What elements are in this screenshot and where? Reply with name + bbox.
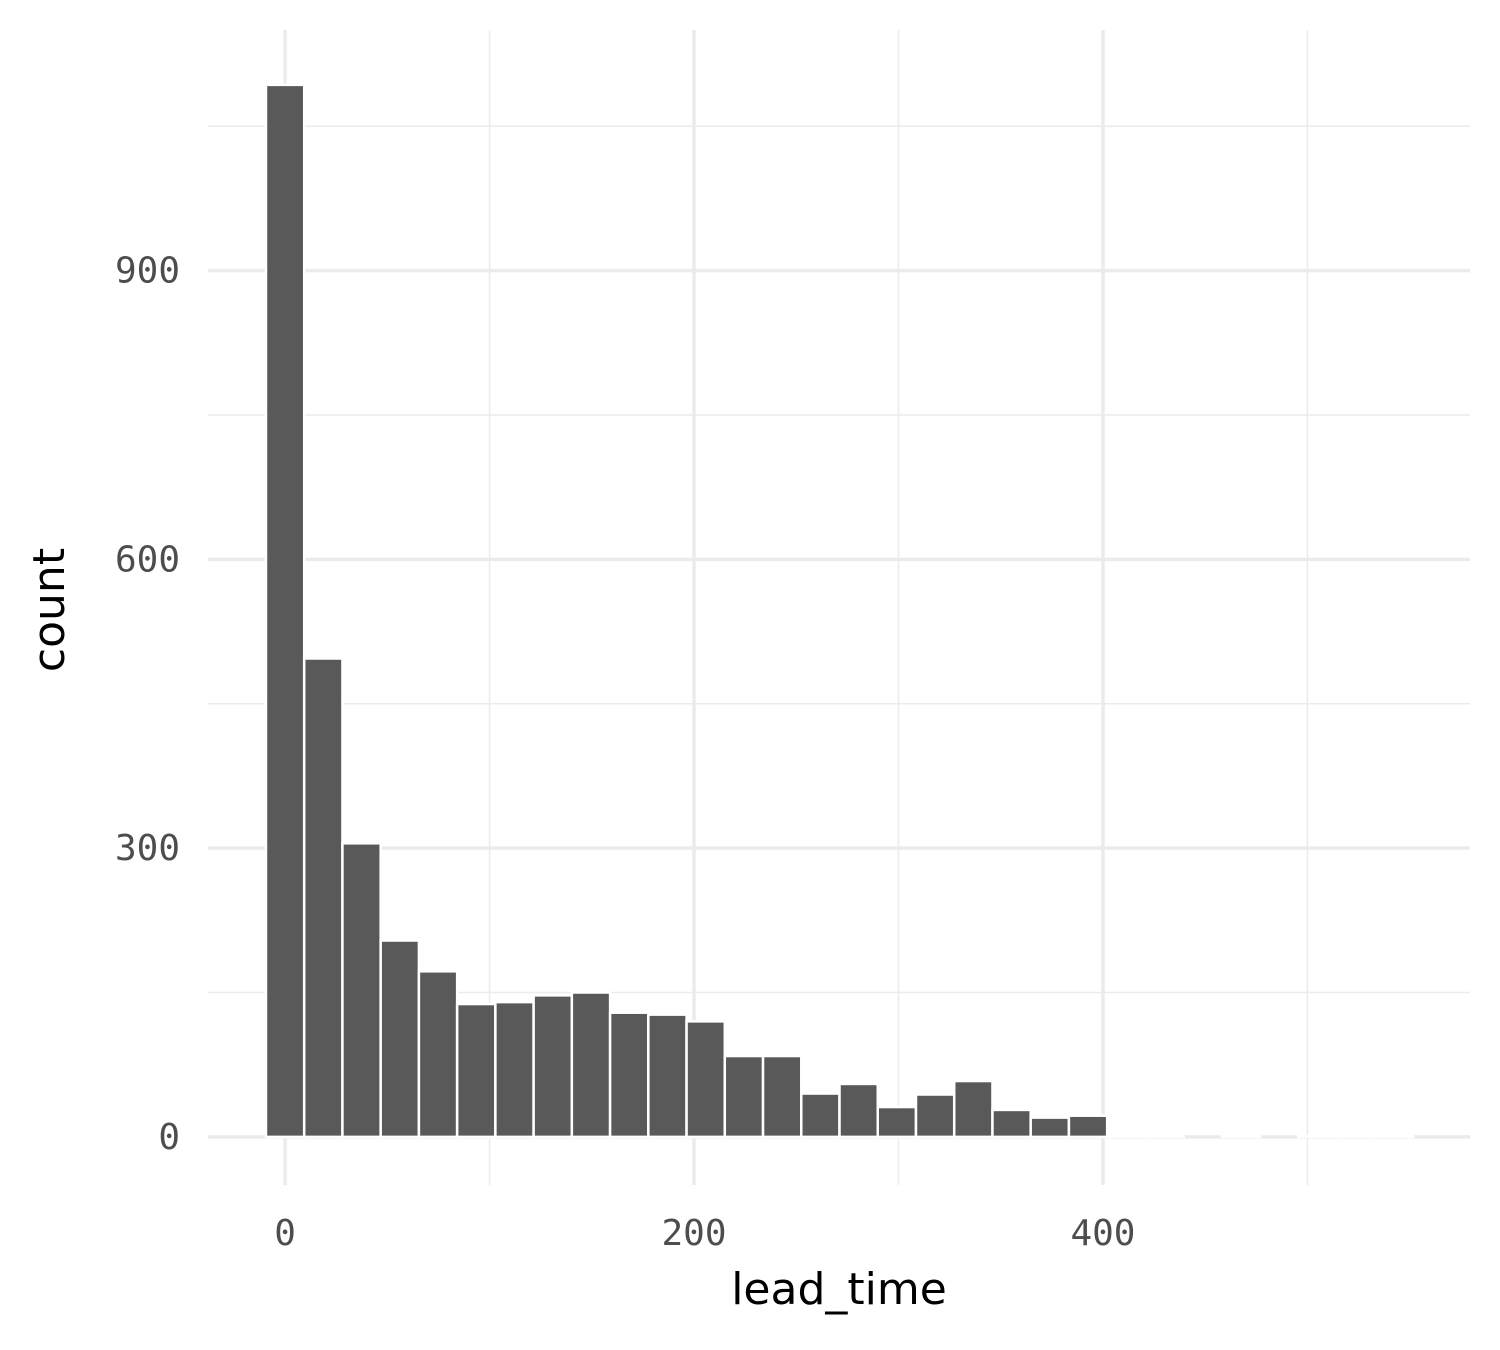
bar <box>1335 1134 1377 1139</box>
bar <box>570 991 612 1139</box>
x-tick-label: 400 <box>1070 1213 1135 1254</box>
bar <box>876 1105 918 1139</box>
bar <box>914 1093 956 1139</box>
y-tick-label: 0 <box>158 1117 180 1158</box>
bar <box>991 1108 1032 1139</box>
bar <box>1373 1134 1415 1139</box>
bar <box>302 657 344 1139</box>
bar <box>647 1013 688 1139</box>
bar <box>838 1082 879 1139</box>
bar <box>1105 1134 1147 1139</box>
y-tick-label: 300 <box>115 828 180 869</box>
bar <box>761 1054 803 1139</box>
y-tick-label: 600 <box>115 539 180 580</box>
bar <box>608 1011 650 1139</box>
y-tick-label: 900 <box>115 251 180 292</box>
bar <box>379 939 421 1139</box>
bar <box>723 1054 765 1139</box>
bar <box>1067 1114 1109 1139</box>
bar <box>532 994 574 1139</box>
x-axis-title: lead_time <box>731 1264 947 1315</box>
bar <box>1144 1134 1185 1139</box>
bar <box>952 1079 994 1139</box>
bar <box>1220 1134 1262 1139</box>
bar <box>455 1002 497 1139</box>
bar <box>417 970 459 1139</box>
x-tick-label: 200 <box>662 1213 727 1254</box>
bar <box>685 1020 727 1139</box>
bar <box>800 1092 841 1139</box>
y-axis-title: count <box>24 548 75 672</box>
x-tick-label: 0 <box>274 1213 296 1254</box>
bar <box>1029 1116 1071 1139</box>
bar <box>494 1000 535 1139</box>
bar <box>264 83 306 1139</box>
bar <box>341 842 382 1139</box>
bar <box>1297 1134 1338 1139</box>
